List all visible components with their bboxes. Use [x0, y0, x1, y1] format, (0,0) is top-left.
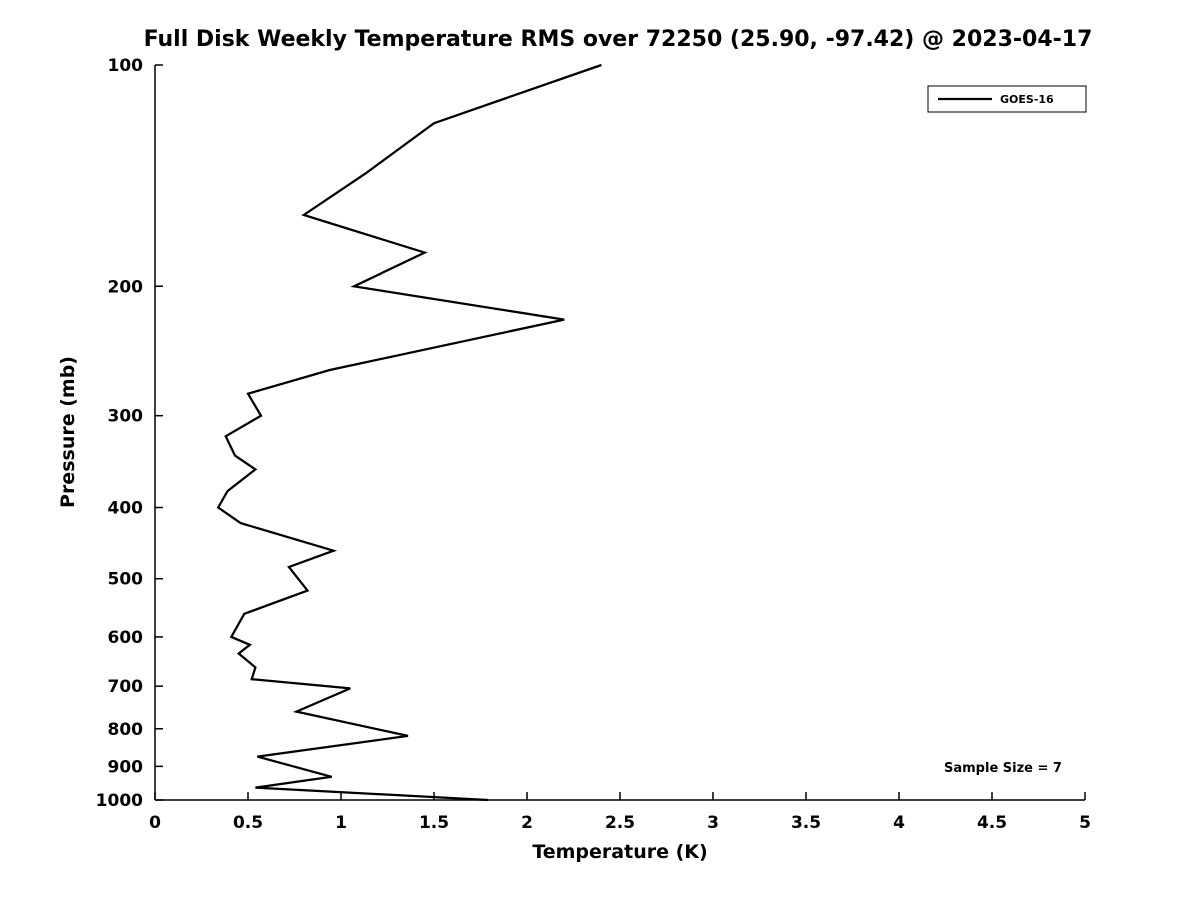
x-tick-label: 0: [149, 813, 161, 833]
legend-label: GOES-16: [1000, 93, 1054, 106]
x-tick-label: 1.5: [419, 813, 449, 833]
y-tick-label: 200: [108, 277, 144, 297]
series-line-goes-16: [216, 63, 602, 802]
x-tick-label: 2: [521, 813, 533, 833]
y-tick-label: 400: [108, 499, 144, 519]
x-tick-label: 3.5: [791, 813, 821, 833]
y-tick-label: 600: [108, 628, 144, 648]
y-axis-label: Pressure (mb): [57, 356, 79, 508]
x-tick-label: 4: [893, 813, 905, 833]
x-tick-label: 1: [335, 813, 347, 833]
y-tick-label: 100: [108, 56, 144, 76]
x-tick-label: 3: [707, 813, 719, 833]
x-tick-label: 5: [1079, 813, 1091, 833]
sample-size-annotation: Sample Size = 7: [944, 761, 1062, 776]
x-tick-label: 0.5: [233, 813, 263, 833]
x-tick-label: 4.5: [977, 813, 1007, 833]
y-tick-label: 500: [108, 570, 144, 590]
y-tick-label: 900: [108, 757, 144, 777]
y-tick-label: 800: [108, 720, 144, 740]
y-tick-label: 1000: [96, 791, 143, 811]
legend: GOES-16: [927, 85, 1087, 113]
y-tick-label: 300: [108, 407, 144, 427]
axes: 0 0.5 1 1.5 2 2.5 3 3.5 4 4.5 5 100 200 300 400 500 600 7…: [96, 56, 1091, 833]
x-tick-label: 2.5: [605, 813, 635, 833]
x-axis-label: Temperature (K): [532, 841, 707, 863]
y-tick-label: 700: [108, 677, 144, 697]
data-series: [216, 63, 602, 802]
chart-title: Full Disk Weekly Temperature RMS over 72…: [144, 27, 1093, 52]
